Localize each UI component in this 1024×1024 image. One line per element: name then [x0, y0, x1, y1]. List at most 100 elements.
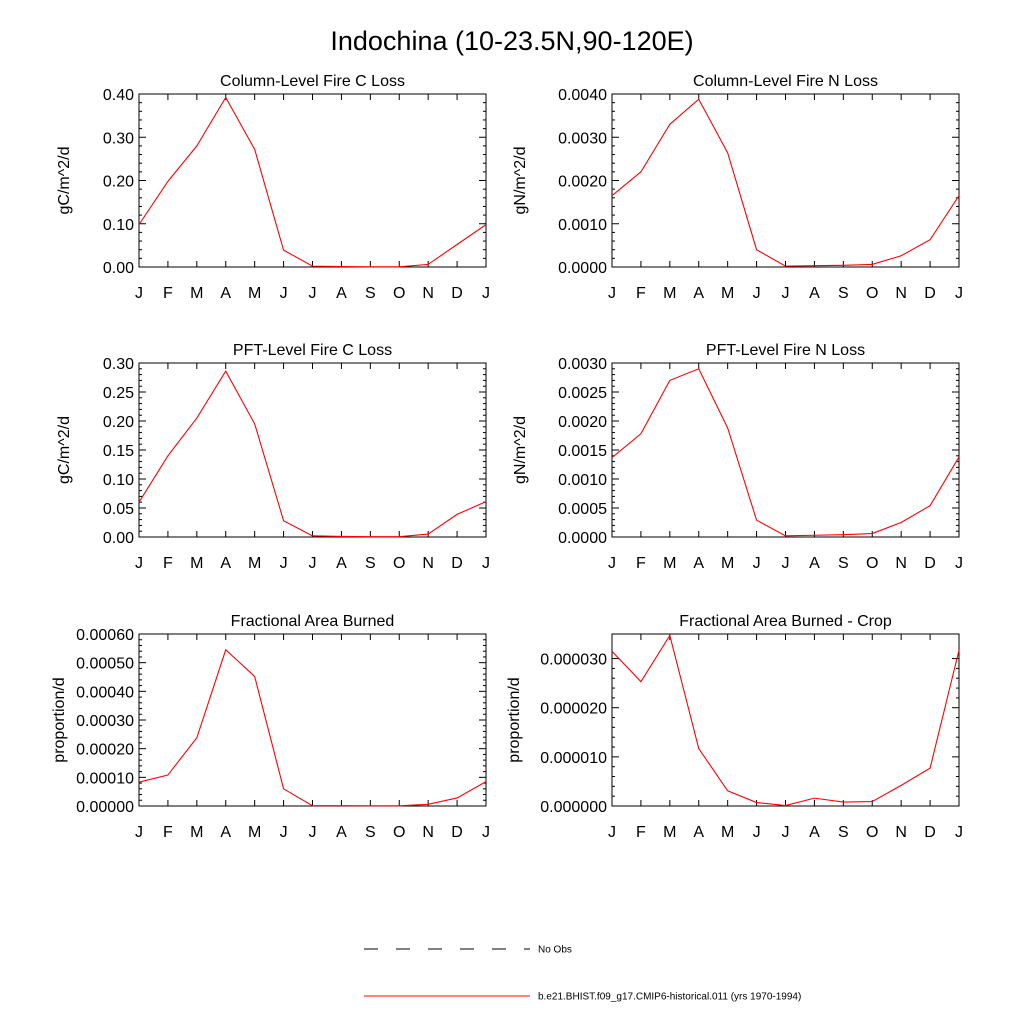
- plot-frame: [138, 362, 487, 538]
- x-tick-label: O: [393, 555, 405, 572]
- y-tick-label: 0.0040: [558, 87, 607, 104]
- x-tick-label: N: [422, 285, 434, 302]
- x-tick-label: O: [393, 285, 405, 302]
- y-tick-label: 0.05: [103, 501, 134, 518]
- y-tick-label: 0.0020: [558, 174, 607, 191]
- x-tick-label: J: [309, 555, 317, 572]
- x-tick-label: N: [422, 824, 434, 841]
- x-tick-label: J: [608, 824, 616, 841]
- x-tick-label: N: [422, 555, 434, 572]
- x-tick-label: J: [753, 555, 761, 572]
- panel-title: PFT-Level Fire N Loss: [706, 342, 865, 359]
- x-tick-label: S: [365, 555, 376, 572]
- x-tick-label: A: [336, 555, 347, 572]
- x-tick-label: M: [721, 285, 734, 302]
- x-tick-label: J: [280, 824, 288, 841]
- x-tick-label: M: [248, 555, 261, 572]
- x-tick-label: F: [636, 824, 646, 841]
- x-tick-label: F: [163, 285, 173, 302]
- x-tick-label: F: [163, 824, 173, 841]
- x-tick-label: D: [451, 285, 463, 302]
- x-tick-label: J: [753, 285, 761, 302]
- x-tick-label: F: [163, 555, 173, 572]
- y-tick-label: 0.15: [103, 443, 134, 460]
- y-tick-label: 0.25: [103, 385, 134, 402]
- x-tick-label: M: [190, 824, 203, 841]
- y-tick-label: 0.30: [103, 356, 134, 373]
- y-tick-label: 0.00020: [76, 742, 134, 759]
- series-line-1: [611, 634, 960, 807]
- x-tick-label: A: [693, 285, 704, 302]
- y-axis-label: gC/m^2/d: [56, 416, 73, 484]
- y-tick-label: 0.0015: [558, 443, 607, 460]
- x-tick-label: M: [663, 824, 676, 841]
- figure-title: Indochina (10-23.5N,90-120E): [330, 26, 693, 56]
- x-tick-label: J: [482, 555, 490, 572]
- y-tick-label: 0.20: [103, 174, 134, 191]
- y-tick-label: 0.00030: [76, 713, 134, 730]
- x-tick-label: A: [809, 285, 820, 302]
- y-tick-label: 0.00050: [76, 656, 134, 673]
- x-tick-label: F: [636, 285, 646, 302]
- x-tick-label: J: [309, 824, 317, 841]
- x-tick-label: O: [866, 285, 878, 302]
- series-line-1: [138, 96, 487, 268]
- x-tick-label: M: [190, 285, 203, 302]
- x-tick-label: J: [955, 285, 963, 302]
- y-tick-label: 0.0020: [558, 414, 607, 431]
- x-tick-label: A: [220, 555, 231, 572]
- x-tick-label: O: [866, 555, 878, 572]
- series-line-1: [611, 98, 960, 267]
- x-tick-label: N: [895, 285, 907, 302]
- panel-title: PFT-Level Fire C Loss: [233, 342, 392, 359]
- y-tick-label: 0.00000: [76, 799, 134, 816]
- x-tick-label: J: [608, 285, 616, 302]
- y-tick-label: 0.00040: [76, 684, 134, 701]
- x-tick-label: A: [693, 555, 704, 572]
- legend-label-2: b.e21.BHIST.f09_g17.CMIP6-historical.011…: [538, 992, 801, 1003]
- y-tick-label: 0.10: [103, 472, 134, 489]
- x-tick-label: A: [220, 285, 231, 302]
- y-tick-label: 0.000010: [540, 750, 607, 767]
- x-tick-label: M: [663, 555, 676, 572]
- y-axis-label: gC/m^2/d: [56, 147, 73, 215]
- y-tick-label: 0.0005: [558, 501, 607, 518]
- x-tick-label: S: [838, 555, 849, 572]
- x-tick-label: J: [280, 555, 288, 572]
- x-tick-label: M: [721, 555, 734, 572]
- y-axis-label: proportion/d: [51, 677, 68, 762]
- x-tick-label: O: [393, 824, 405, 841]
- y-tick-label: 0.0010: [558, 472, 607, 489]
- plot-frame: [611, 362, 960, 538]
- x-tick-label: M: [248, 824, 261, 841]
- panel-title: Fractional Area Burned - Crop: [679, 613, 892, 630]
- y-tick-label: 0.0030: [558, 130, 607, 147]
- x-tick-label: A: [809, 555, 820, 572]
- x-tick-label: D: [451, 555, 463, 572]
- y-tick-label: 0.0010: [558, 217, 607, 234]
- x-tick-label: D: [924, 555, 936, 572]
- y-tick-label: 0.00010: [76, 770, 134, 787]
- x-tick-label: J: [782, 285, 790, 302]
- panel-title: Column-Level Fire C Loss: [220, 73, 405, 90]
- plot-frame: [138, 93, 487, 268]
- y-tick-label: 0.00060: [76, 627, 134, 644]
- plot-frame: [138, 633, 487, 807]
- y-tick-label: 0.30: [103, 130, 134, 147]
- x-tick-label: J: [280, 285, 288, 302]
- x-tick-label: S: [365, 824, 376, 841]
- x-tick-label: F: [636, 555, 646, 572]
- y-tick-label: 0.00: [103, 260, 134, 277]
- series-line-1: [138, 648, 487, 807]
- x-tick-label: A: [693, 824, 704, 841]
- x-tick-label: S: [838, 824, 849, 841]
- x-tick-label: J: [753, 824, 761, 841]
- x-tick-label: M: [248, 285, 261, 302]
